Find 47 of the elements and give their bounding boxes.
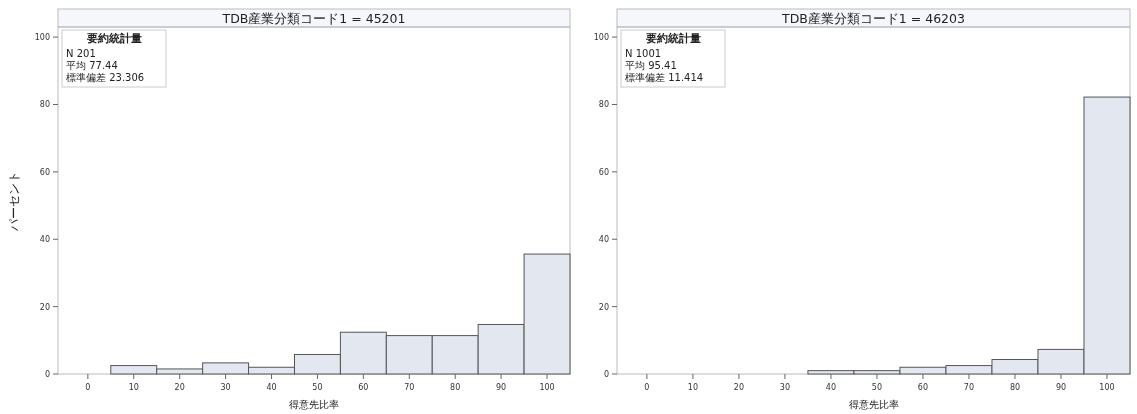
x-tick-label: 20 (733, 383, 745, 392)
x-tick-label: 30 (779, 383, 791, 392)
x-tick-label: 50 (871, 383, 883, 392)
y-tick-label: 100 (34, 33, 50, 43)
x-axis-title: 得意先比率 (848, 399, 899, 410)
x-tick-label: 10 (128, 383, 139, 392)
annotation: 要約統計量 (644, 32, 701, 45)
x-tick-label: 0 (644, 383, 650, 392)
annotation: 要約統計量 (85, 32, 142, 45)
x-tick-label: 40 (825, 383, 837, 392)
x-tick-label: 90 (496, 383, 507, 392)
chart-title: TDB産業分類コード1 = 45201 (221, 11, 406, 26)
x-tick-label: 50 (312, 383, 323, 392)
y-tick-label: 20 (39, 302, 50, 312)
annotation: 標準偏差 11.414 (625, 72, 704, 83)
y-tick-label: 60 (598, 167, 609, 177)
y-tick-label: 0 (603, 370, 609, 379)
annotation: N 1001 (625, 48, 662, 59)
x-tick-label: 90 (1055, 383, 1067, 392)
x-tick-label: 100 (1099, 383, 1115, 392)
x-tick-label: 100 (539, 383, 555, 392)
y-tick-label: 40 (598, 235, 609, 245)
x-tick-label: 70 (404, 383, 415, 392)
x-tick-label: 20 (174, 383, 185, 392)
y-tick-label: 80 (598, 100, 609, 110)
x-tick-label: 0 (85, 383, 91, 392)
y-tick-label: 100 (593, 33, 609, 43)
y-axis-title: パーセント (7, 170, 21, 232)
x-tick-label: 70 (963, 383, 975, 392)
x-tick-label: 80 (1009, 383, 1021, 392)
x-tick-label: 40 (266, 383, 277, 392)
annotation: 標準偏差 23.306 (66, 72, 145, 83)
x-tick-label: 80 (450, 383, 461, 392)
x-tick-label: 30 (220, 383, 231, 392)
y-tick-label: 40 (39, 235, 50, 245)
y-tick-label: 0 (44, 370, 50, 379)
annotation: 平均 95.41 (625, 60, 677, 71)
y-tick-label: 60 (39, 167, 50, 177)
x-tick-label: 10 (687, 383, 699, 392)
x-tick-label: 60 (917, 383, 929, 392)
y-tick-label: 80 (39, 100, 50, 110)
x-tick-label: 60 (358, 383, 369, 392)
chart-title: TDB産業分類コード1 = 46203 (781, 11, 965, 26)
x-axis-title: 得意先比率 (289, 399, 339, 410)
y-tick-label: 20 (598, 302, 609, 312)
annotation: N 201 (66, 48, 96, 59)
annotation: 平均 77.44 (66, 60, 118, 71)
